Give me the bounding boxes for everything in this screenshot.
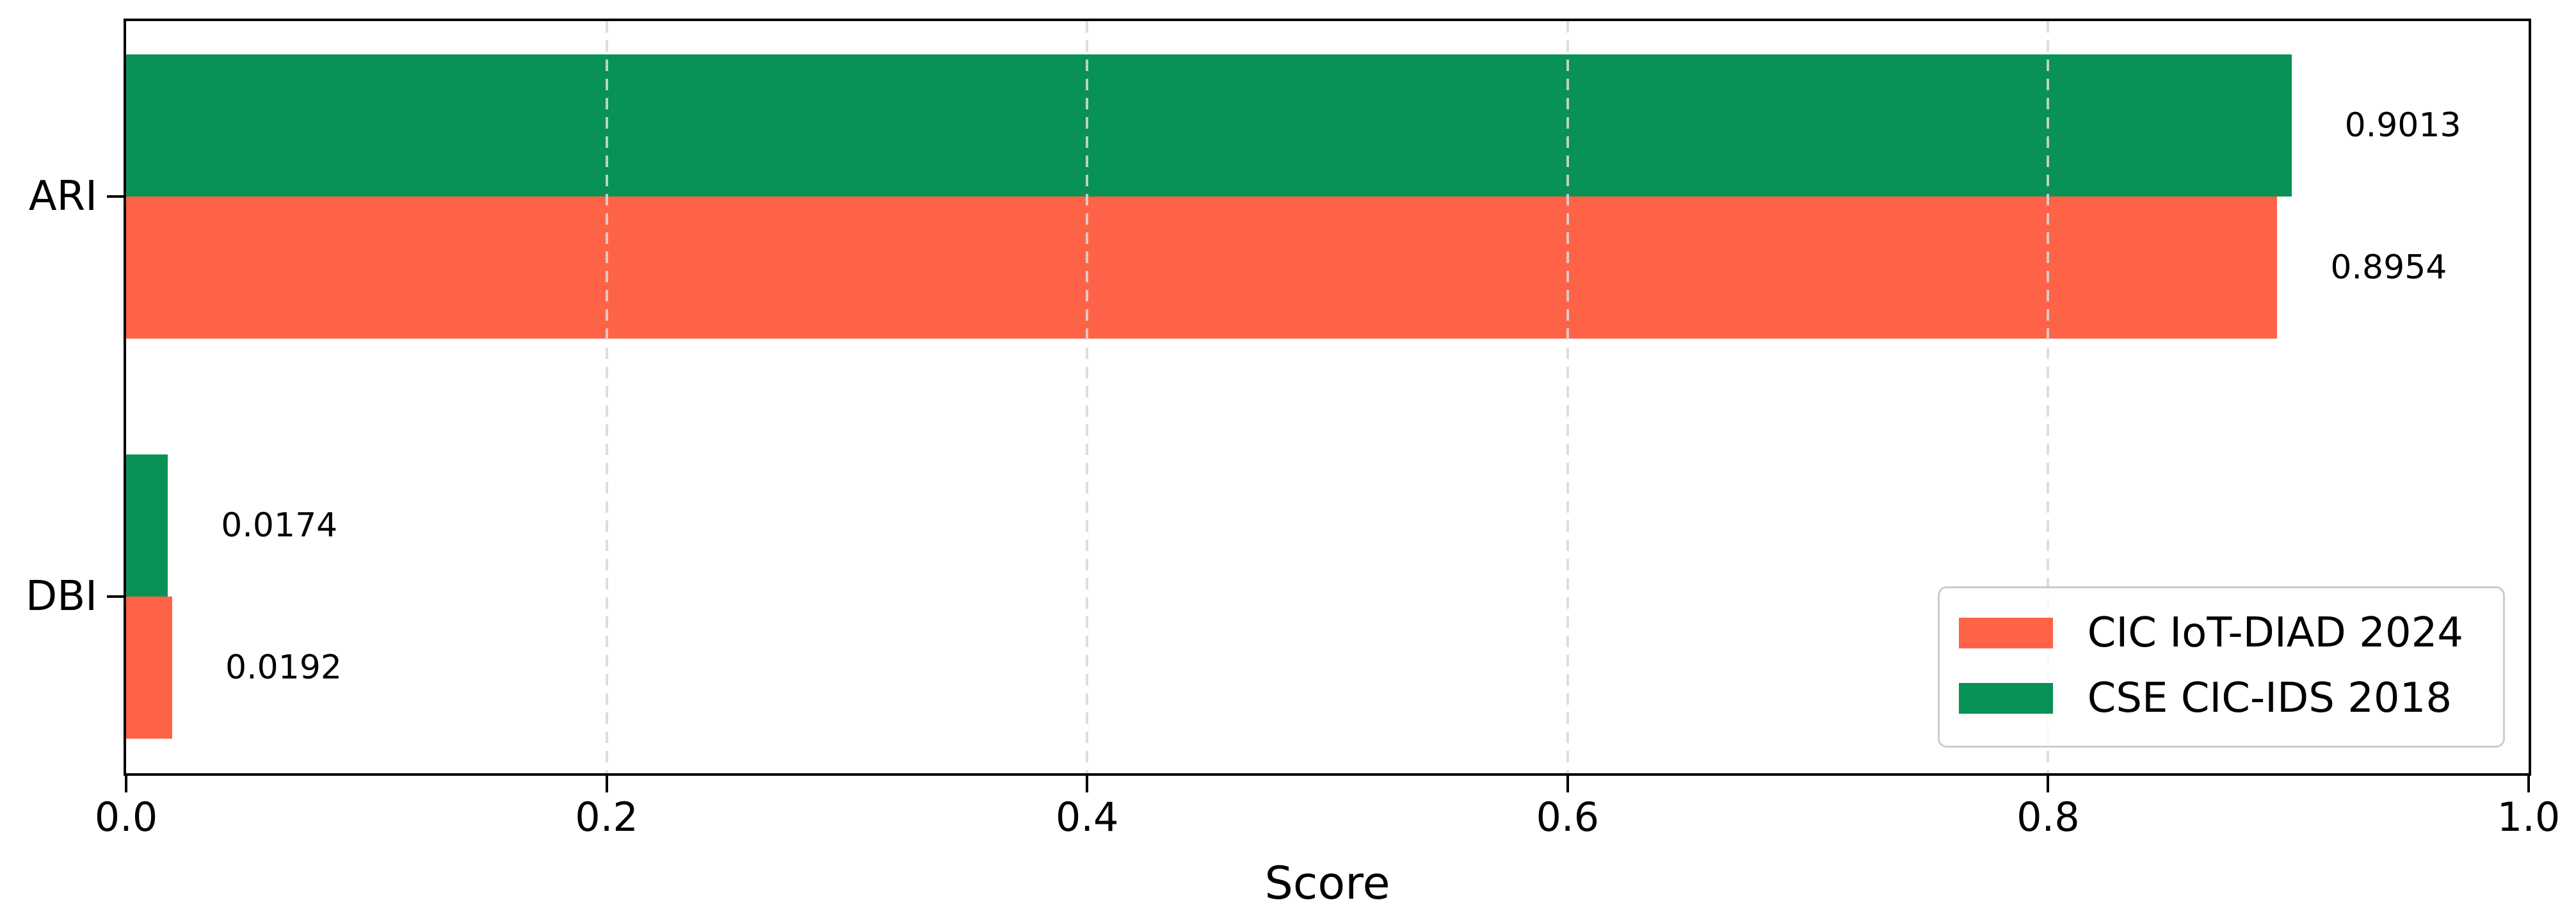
bar-value-label: 0.8954 — [2330, 248, 2447, 287]
x-tick-label: 0.6 — [1536, 794, 1600, 840]
y-tick-label-dbi: DBI — [25, 573, 97, 620]
x-tick-label: 0.4 — [1055, 794, 1119, 840]
x-tick-mark — [1086, 776, 1089, 792]
legend-row: CIC IoT-DIAD 2024 — [1958, 609, 2463, 657]
gridline — [605, 21, 608, 773]
x-tick-label: 0.2 — [575, 794, 638, 840]
gridline — [1566, 21, 1569, 773]
bar-value-label: 0.0192 — [225, 648, 342, 687]
x-tick-label: 1.0 — [2497, 794, 2561, 840]
plot-area: CIC IoT-DIAD 2024 CSE CIC-IDS 2018 0.895… — [124, 19, 2531, 776]
x-tick-mark — [605, 776, 608, 792]
x-tick-label: 0.8 — [2017, 794, 2080, 840]
legend-label: CSE CIC-IDS 2018 — [2087, 675, 2452, 722]
plot-inner: CIC IoT-DIAD 2024 CSE CIC-IDS 2018 0.895… — [126, 21, 2529, 773]
legend: CIC IoT-DIAD 2024 CSE CIC-IDS 2018 — [1937, 586, 2505, 748]
x-tick-mark — [1566, 776, 1569, 792]
x-axis-label: Score — [1264, 857, 1390, 910]
x-tick-mark — [2527, 776, 2530, 792]
y-tick-mark — [107, 195, 126, 198]
bar-ari-orange — [126, 197, 2278, 339]
bar-value-label: 0.9013 — [2344, 106, 2461, 145]
x-tick-mark — [125, 776, 127, 792]
bar-value-label: 0.0174 — [221, 506, 338, 545]
legend-row: CSE CIC-IDS 2018 — [1958, 674, 2463, 723]
bar-dbi-orange — [126, 597, 173, 739]
legend-label: CIC IoT-DIAD 2024 — [2087, 609, 2463, 657]
gridline — [1086, 21, 1089, 773]
bar-ari-green — [126, 54, 2292, 197]
x-tick-mark — [2047, 776, 2050, 792]
bar-dbi-green — [126, 454, 168, 597]
gridline — [2047, 21, 2050, 773]
y-tick-label-ari: ARI — [28, 173, 97, 220]
legend-swatch — [1958, 618, 2053, 648]
x-tick-label: 0.0 — [94, 794, 158, 840]
legend-swatch — [1958, 683, 2053, 714]
y-tick-mark — [107, 595, 126, 598]
